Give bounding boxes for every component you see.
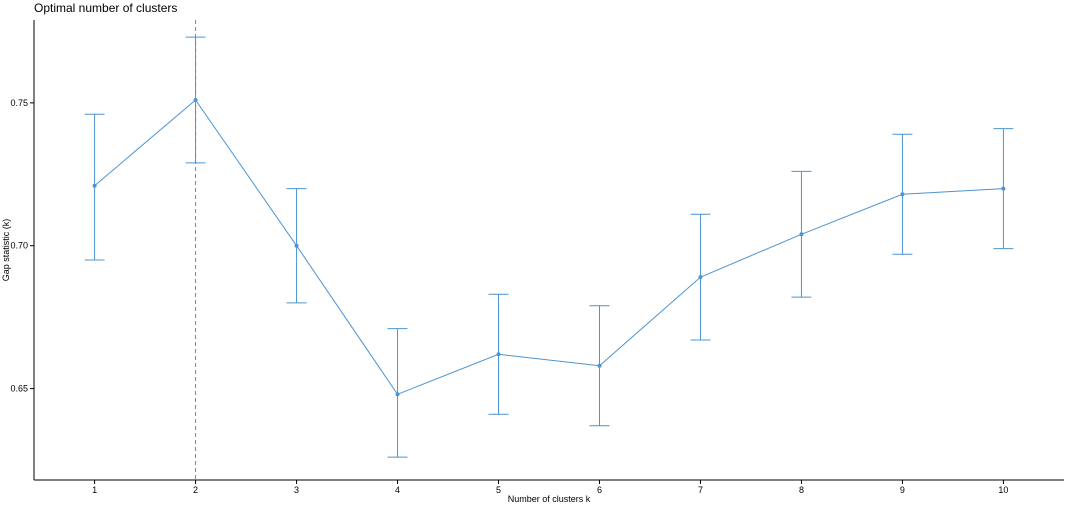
- data-point: [698, 275, 703, 280]
- x-tick-label: 6: [597, 485, 602, 495]
- y-axis-label: Gap statistic (k): [1, 219, 11, 282]
- chart-title: Optimal number of clusters: [34, 1, 178, 15]
- x-tick-label: 7: [698, 485, 703, 495]
- x-tick-label: 2: [193, 485, 198, 495]
- x-tick-label: 4: [395, 485, 400, 495]
- data-point: [294, 243, 299, 248]
- x-tick-label: 5: [496, 485, 501, 495]
- x-tick-label: 3: [294, 485, 299, 495]
- data-point: [799, 232, 804, 237]
- x-tick-label: 9: [900, 485, 905, 495]
- data-point: [1001, 186, 1006, 191]
- y-tick-label: 0.65: [10, 384, 28, 394]
- data-point: [496, 352, 501, 357]
- y-tick-label: 0.75: [10, 98, 28, 108]
- gap-statistic-line: [94, 99, 1004, 395]
- x-tick-label: 1: [92, 485, 97, 495]
- x-tick-label: 10: [998, 485, 1008, 495]
- data-point: [395, 392, 400, 397]
- x-tick-label: 8: [799, 485, 804, 495]
- x-axis-label: Number of clusters k: [508, 494, 591, 504]
- data-point: [92, 183, 97, 188]
- data-point: [900, 192, 905, 197]
- data-point: [597, 363, 602, 368]
- y-tick-label: 0.70: [10, 241, 28, 251]
- data-point: [193, 98, 198, 102]
